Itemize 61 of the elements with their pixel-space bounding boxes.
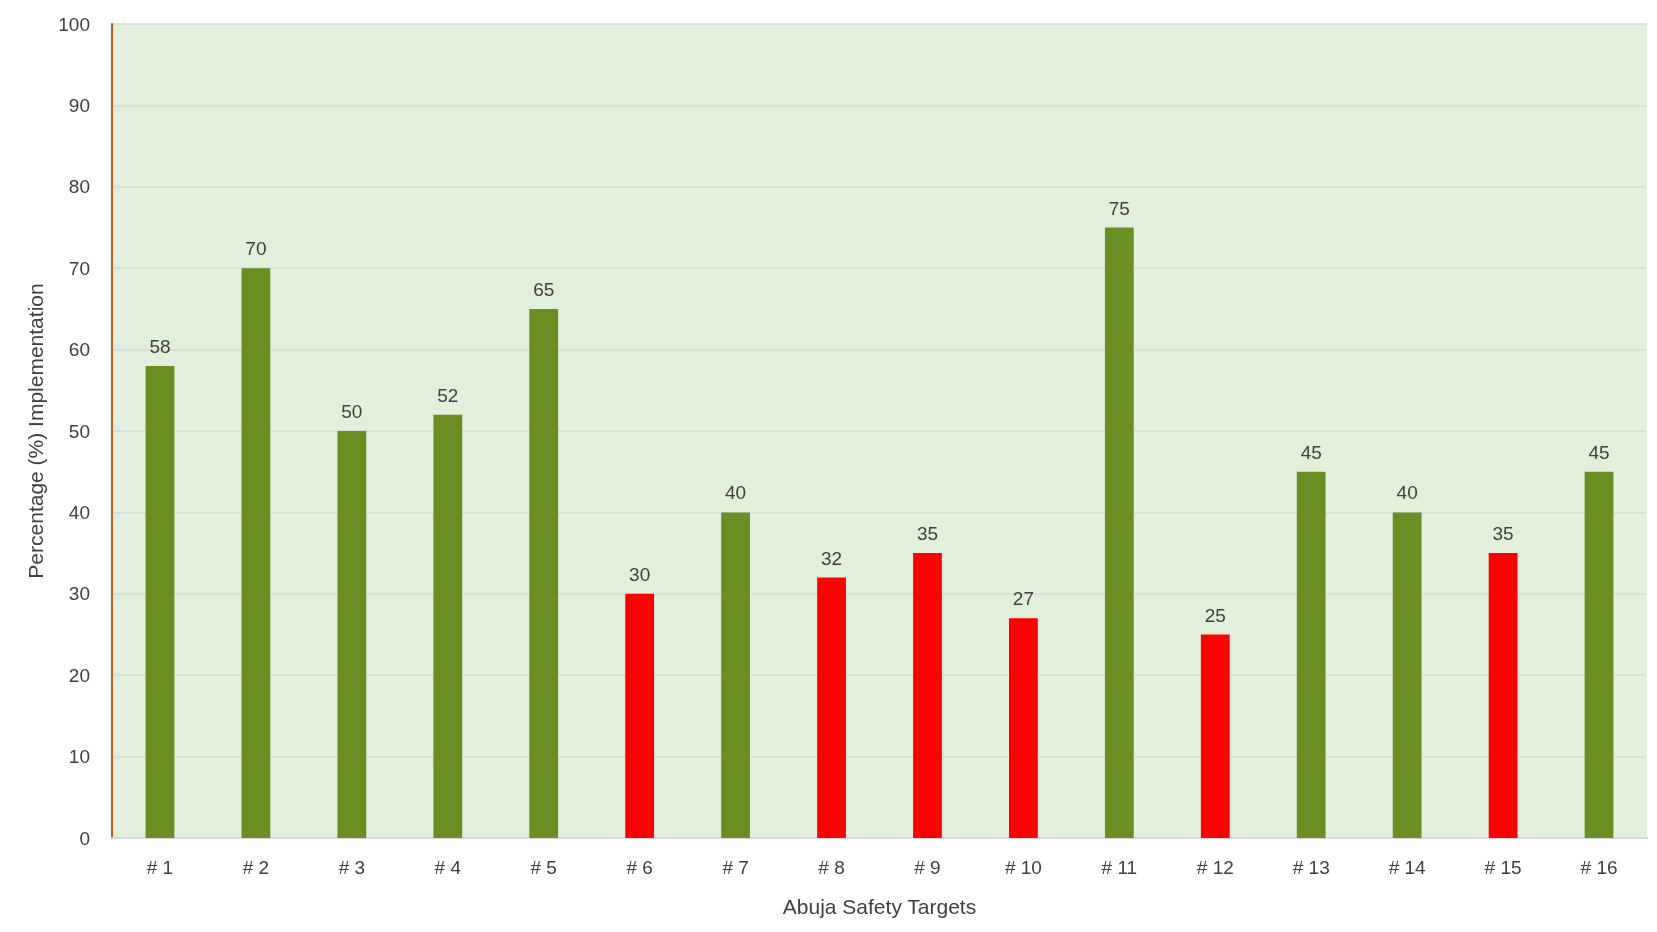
data-label: 35 xyxy=(916,523,939,545)
data-label: 45 xyxy=(1588,441,1610,463)
y-tick-label: 30 xyxy=(68,583,90,605)
bar xyxy=(337,431,367,838)
data-label: 35 xyxy=(1492,523,1514,545)
y-tick-label: 50 xyxy=(68,420,90,442)
bar xyxy=(1584,471,1614,838)
data-label: 40 xyxy=(1396,482,1418,504)
x-tick-label: # 13 xyxy=(1292,857,1330,878)
bar xyxy=(1488,553,1518,838)
x-tick-label: # 16 xyxy=(1580,857,1618,878)
data-label: 70 xyxy=(245,238,267,260)
y-tick-label: 90 xyxy=(68,94,90,116)
bar xyxy=(529,308,559,838)
data-label: 45 xyxy=(1300,441,1322,463)
bar xyxy=(241,268,271,838)
data-label: 52 xyxy=(437,384,459,406)
bar xyxy=(625,593,655,838)
data-label: 50 xyxy=(341,401,363,422)
bar xyxy=(817,577,846,838)
bar xyxy=(1009,618,1038,838)
bar xyxy=(913,553,942,838)
x-tick-label: # 12 xyxy=(1196,857,1234,878)
x-tick-label: # 6 xyxy=(626,857,653,878)
y-tick-label: 10 xyxy=(68,746,90,768)
data-label: 65 xyxy=(533,278,555,300)
data-label: 75 xyxy=(1108,197,1130,219)
data-label: 27 xyxy=(1012,588,1034,610)
y-tick-label: 20 xyxy=(68,664,90,686)
x-tick-label: # 4 xyxy=(434,857,462,878)
bar xyxy=(1296,471,1326,838)
x-tick-label: # 10 xyxy=(1004,857,1042,878)
y-tick-label: 40 xyxy=(68,501,90,523)
x-tick-label: # 3 xyxy=(338,857,366,878)
bar xyxy=(145,365,175,838)
y-tick-label: 70 xyxy=(68,257,90,279)
x-tick-label: # 2 xyxy=(242,857,270,878)
data-label: 32 xyxy=(820,547,843,569)
x-tick-label: # 14 xyxy=(1388,857,1427,878)
data-label: 25 xyxy=(1204,604,1226,626)
y-tick-label: 60 xyxy=(68,339,90,361)
y-tick-label: 80 xyxy=(68,176,90,198)
bar xyxy=(1392,512,1422,838)
x-tick-label: # 9 xyxy=(914,857,941,878)
bar xyxy=(721,512,750,838)
x-tick-label: # 8 xyxy=(818,857,845,878)
x-tick-label: # 15 xyxy=(1484,857,1522,878)
y-axis-title: Percentage (%) Implementation xyxy=(24,283,47,579)
bar xyxy=(433,414,463,838)
y-tick-label: 100 xyxy=(58,13,90,35)
x-tick-label: # 5 xyxy=(530,857,557,878)
bar xyxy=(1200,634,1230,838)
x-axis-title: Abuja Safety Targets xyxy=(782,895,977,918)
x-tick-label: # 7 xyxy=(722,857,749,878)
y-tick-label: 0 xyxy=(79,827,90,849)
data-label: 58 xyxy=(149,335,171,357)
x-tick-label: # 1 xyxy=(146,857,174,878)
bar xyxy=(1104,227,1134,838)
data-label: 30 xyxy=(629,563,651,585)
x-tick-label: # 11 xyxy=(1101,857,1138,878)
data-label: 40 xyxy=(725,482,747,504)
